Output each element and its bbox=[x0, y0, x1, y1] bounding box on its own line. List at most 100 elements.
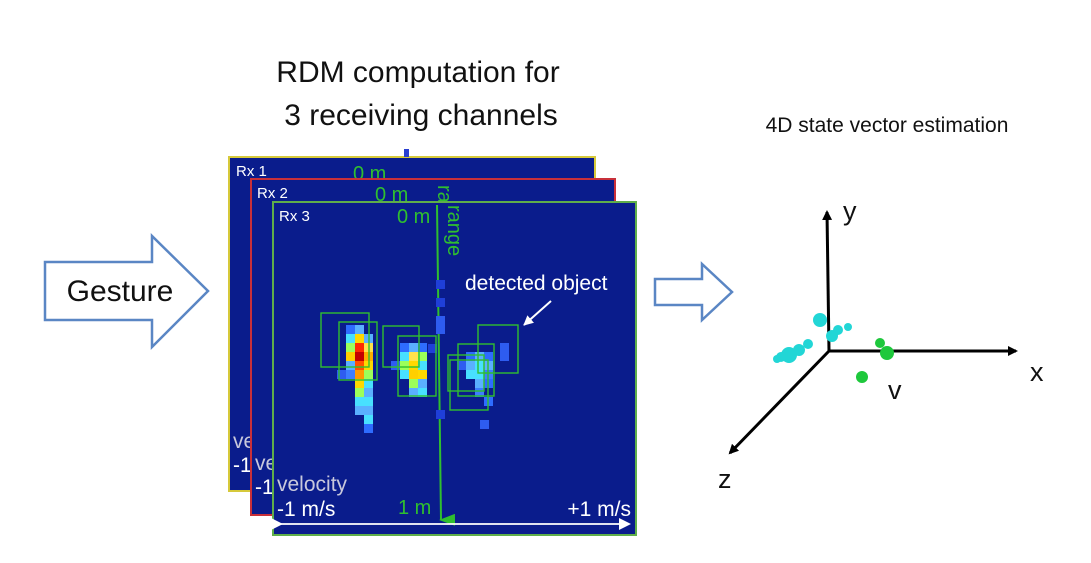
rdm-panel-rx3-frame bbox=[272, 201, 637, 536]
rdm-cell bbox=[346, 325, 355, 334]
rdm-cell bbox=[418, 379, 427, 388]
rdm-cell bbox=[364, 424, 373, 433]
rdm-cell bbox=[391, 361, 400, 370]
z-axis-arrow bbox=[728, 349, 831, 455]
state-point bbox=[844, 323, 852, 331]
rdm-cell bbox=[364, 370, 373, 379]
rdm-cell bbox=[480, 420, 489, 429]
rdm-cell bbox=[346, 370, 355, 379]
rdm-cell bbox=[355, 397, 364, 406]
rdm-cell bbox=[364, 415, 373, 424]
rdm-cell bbox=[409, 370, 418, 379]
v-label: v bbox=[888, 375, 902, 405]
rdm-cell bbox=[355, 334, 364, 343]
detection-boxes bbox=[320, 312, 519, 411]
state-vector-plot: y x z v bbox=[718, 196, 1044, 494]
rdm-cell bbox=[436, 280, 445, 289]
state-point bbox=[856, 371, 868, 383]
rdm-cell bbox=[436, 325, 445, 334]
rx3-range-axis: range bbox=[443, 205, 465, 256]
rdm-cell bbox=[346, 343, 355, 352]
rdm-cell bbox=[466, 361, 475, 370]
rdm-cell bbox=[400, 343, 409, 352]
rdm-cell bbox=[484, 352, 493, 361]
detection-box bbox=[477, 324, 519, 374]
velocity-axis-label: velocity bbox=[277, 473, 348, 496]
rdm-cell bbox=[475, 388, 484, 397]
rx1-label: Rx 1 bbox=[236, 163, 267, 180]
range-max-label: 1 m bbox=[398, 497, 431, 519]
state-vector-label: 4D state vector estimation bbox=[766, 114, 1009, 137]
rdm-cell bbox=[428, 344, 437, 353]
state-point bbox=[773, 355, 781, 363]
rdm-cell bbox=[457, 361, 466, 370]
rdm-cell bbox=[500, 352, 509, 361]
rdm-cell bbox=[418, 361, 427, 370]
rdm-cell bbox=[409, 388, 418, 397]
rdm-cell bbox=[364, 379, 373, 388]
rx2-zero-range: 0 m bbox=[375, 184, 408, 206]
rdm-cell bbox=[418, 352, 427, 361]
title-line-1: RDM computation for bbox=[276, 56, 559, 89]
detection-box bbox=[382, 325, 420, 368]
rdm-cell bbox=[418, 388, 427, 397]
range-axis-arrow bbox=[436, 204, 456, 526]
detected-object-pointer bbox=[523, 300, 552, 326]
state-point bbox=[880, 346, 894, 360]
state-point bbox=[826, 330, 838, 342]
rdm-cell bbox=[500, 343, 509, 352]
gesture-label: Gesture bbox=[67, 275, 174, 308]
velocity-min-label: -1 m/s bbox=[277, 498, 335, 521]
rdm-cell bbox=[364, 397, 373, 406]
gesture-arrow bbox=[43, 233, 210, 351]
rdm-cell bbox=[355, 370, 364, 379]
detection-box bbox=[320, 312, 370, 368]
rx2-label: Rx 2 bbox=[257, 185, 288, 202]
rdm-cell bbox=[400, 361, 409, 370]
rdm-cell bbox=[466, 352, 475, 361]
rdm-cell bbox=[475, 379, 484, 388]
state-point bbox=[813, 313, 827, 327]
detection-box bbox=[457, 343, 495, 397]
rdm-cell bbox=[475, 370, 484, 379]
title-line-2: 3 receiving channels bbox=[284, 99, 558, 132]
state-point bbox=[875, 338, 885, 348]
rdm-cell bbox=[337, 370, 346, 379]
rx3-zero-range: 0 m bbox=[397, 206, 430, 228]
rdm-cell bbox=[346, 352, 355, 361]
rx1-marker bbox=[404, 149, 409, 157]
rdm-cell bbox=[346, 334, 355, 343]
detected-object-label: detected object bbox=[465, 272, 608, 295]
rdm-cell bbox=[475, 361, 484, 370]
rdm-cell bbox=[409, 352, 418, 361]
rdm-cell bbox=[346, 361, 355, 370]
rdm-cell bbox=[364, 406, 373, 415]
rdm-cell bbox=[355, 325, 364, 334]
rdm-cell bbox=[409, 361, 418, 370]
rdm-cell bbox=[364, 388, 373, 397]
detection-box bbox=[449, 359, 489, 411]
rdm-cell bbox=[466, 370, 475, 379]
state-points bbox=[773, 313, 894, 383]
rx3-label: Rx 3 bbox=[279, 208, 310, 225]
rdm-cell bbox=[436, 316, 445, 325]
x-axis-label: x bbox=[1030, 357, 1044, 387]
rdm-cell bbox=[436, 410, 445, 419]
velocity-max-label: +1 m/s bbox=[567, 498, 631, 521]
rdm-cell bbox=[409, 379, 418, 388]
rdm-cell bbox=[355, 361, 364, 370]
rdm-cell bbox=[475, 352, 484, 361]
rdm-cell bbox=[409, 343, 418, 352]
y-axis-label: y bbox=[843, 196, 857, 226]
rdm-cell bbox=[355, 352, 364, 361]
processing-arrow bbox=[653, 261, 734, 323]
rdm-cell bbox=[400, 352, 409, 361]
y-axis-arrow bbox=[822, 210, 833, 352]
rdm-cell bbox=[355, 406, 364, 415]
state-point bbox=[803, 339, 813, 349]
rdm-panel-rx3: Rx 3 0 m range detected object velocity … bbox=[271, 201, 637, 536]
rdm-cell bbox=[418, 343, 427, 352]
rdm-cell bbox=[355, 388, 364, 397]
rdm-cell bbox=[436, 298, 445, 307]
